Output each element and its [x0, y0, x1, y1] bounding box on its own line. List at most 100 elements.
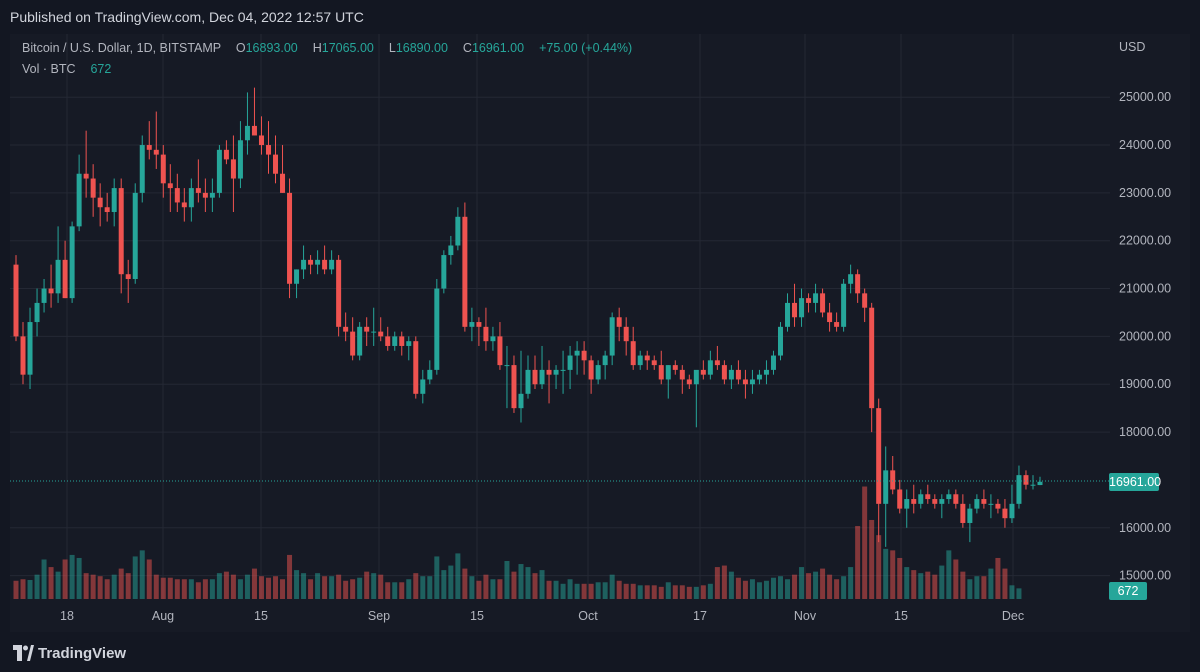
volume-bar: [469, 576, 475, 599]
candle-body: [90, 178, 96, 198]
time-axis[interactable]: 18 Aug 15 Sep 15 Oct 17 Nov 15 Dec: [60, 609, 1024, 623]
volume-bar: [658, 586, 664, 599]
candle-body: [153, 149, 159, 155]
candle-body: [637, 355, 643, 366]
volume-bar: [602, 582, 608, 599]
candle-body: [34, 302, 40, 323]
candle-body: [83, 173, 89, 179]
volume-bar: [560, 583, 566, 599]
volume-bar: [329, 576, 335, 599]
volume-bar: [707, 583, 713, 599]
time-tick-label: 18: [60, 609, 74, 623]
candle-body: [160, 154, 166, 184]
volume-bar: [777, 576, 783, 599]
volume-bar: [749, 579, 755, 599]
tradingview-logo-icon[interactable]: [13, 645, 34, 661]
volume-bar: [209, 579, 215, 599]
candle-body: [665, 365, 671, 380]
volume-bar: [237, 579, 243, 599]
volume-bar: [1016, 588, 1022, 599]
volume-bar: [539, 570, 545, 599]
candle-body: [735, 369, 741, 380]
candle-body: [602, 355, 608, 366]
candle-body: [350, 331, 356, 356]
price-tick-label: 25000.00: [1119, 90, 1171, 104]
volume-bar: [799, 567, 805, 599]
price-axis[interactable]: 25000.00 24000.00 23000.00 22000.00 21000.00…: [1119, 90, 1171, 582]
volume-bar: [644, 585, 650, 599]
time-tick-label: 15: [254, 609, 268, 623]
volume-bar: [441, 570, 447, 599]
volume-bar: [188, 579, 194, 599]
symbol-title[interactable]: Bitcoin / U.S. Dollar, 1D, BITSTAMP: [22, 41, 221, 55]
candle-body: [960, 503, 966, 523]
volume-bar: [350, 579, 356, 599]
candle-body: [322, 259, 328, 270]
volume-bar: [273, 576, 279, 599]
candle-body: [988, 503, 994, 505]
candle-body: [209, 192, 215, 198]
candle-body: [749, 379, 755, 385]
volume-bar: [665, 582, 671, 599]
candle-body: [378, 331, 384, 337]
volume-bar: [251, 568, 257, 599]
candle-body: [385, 336, 391, 346]
candle-body: [820, 293, 826, 313]
volume-bar: [385, 582, 391, 599]
chart-canvas[interactable]: 25000.00 24000.00 23000.00 22000.00 21000.00…: [10, 34, 1190, 632]
volume-bar: [97, 576, 103, 599]
candle-body: [195, 188, 201, 193]
brand-name[interactable]: TradingView: [38, 645, 127, 662]
volume-bar: [953, 559, 959, 599]
candle-body: [364, 326, 370, 332]
volume-bar: [357, 577, 363, 599]
candle-body: [392, 336, 398, 346]
volume-bar: [630, 583, 636, 599]
volume-bar: [230, 574, 236, 599]
volume-bar: [343, 580, 349, 599]
price-tick-label: 24000.00: [1119, 138, 1171, 152]
candle-body: [813, 293, 819, 303]
volume-label[interactable]: Vol · BTC: [22, 62, 76, 76]
candle-body: [111, 188, 117, 213]
volume-bar: [960, 571, 966, 599]
currency-label[interactable]: USD: [1119, 40, 1146, 54]
volume-bar: [742, 580, 748, 599]
candle-body: [97, 197, 103, 208]
volume-bar: [364, 571, 370, 599]
candle-body: [876, 408, 882, 504]
volume-bar: [770, 577, 776, 599]
candle-body: [181, 202, 187, 208]
chart-panel[interactable]: 25000.00 24000.00 23000.00 22000.00 21000.00…: [10, 34, 1190, 632]
volume-bar: [785, 579, 791, 599]
volume-bar: [518, 564, 524, 599]
published-text: Published on TradingView.com, Dec 04, 20…: [10, 9, 364, 25]
volume-bar: [132, 556, 138, 599]
candle-body: [974, 499, 980, 509]
volume-bar: [406, 579, 412, 599]
candle-body: [434, 288, 440, 370]
volume-bar: [146, 559, 152, 599]
volume-bar: [434, 556, 440, 599]
candle-body: [932, 499, 938, 504]
volume-bar: [202, 579, 208, 599]
candle-body: [132, 192, 138, 279]
candle-body: [357, 326, 363, 356]
volume-bar: [651, 585, 657, 599]
volume-bar: [378, 574, 384, 599]
volume-bar: [490, 579, 496, 599]
candle-body: [76, 173, 82, 227]
candle-body: [13, 264, 19, 337]
volume-bar: [167, 577, 173, 599]
volume-bar: [511, 571, 517, 599]
volume-bar: [139, 550, 145, 599]
volume-bar: [83, 573, 89, 599]
candle-body: [294, 269, 300, 284]
grid-lines: [10, 34, 1110, 599]
candle-body: [265, 145, 271, 155]
candle-body: [1016, 475, 1022, 504]
candle-body: [251, 125, 257, 136]
time-tick-label: 15: [470, 609, 484, 623]
volume-bar: [616, 580, 622, 599]
candle-body: [616, 317, 622, 327]
